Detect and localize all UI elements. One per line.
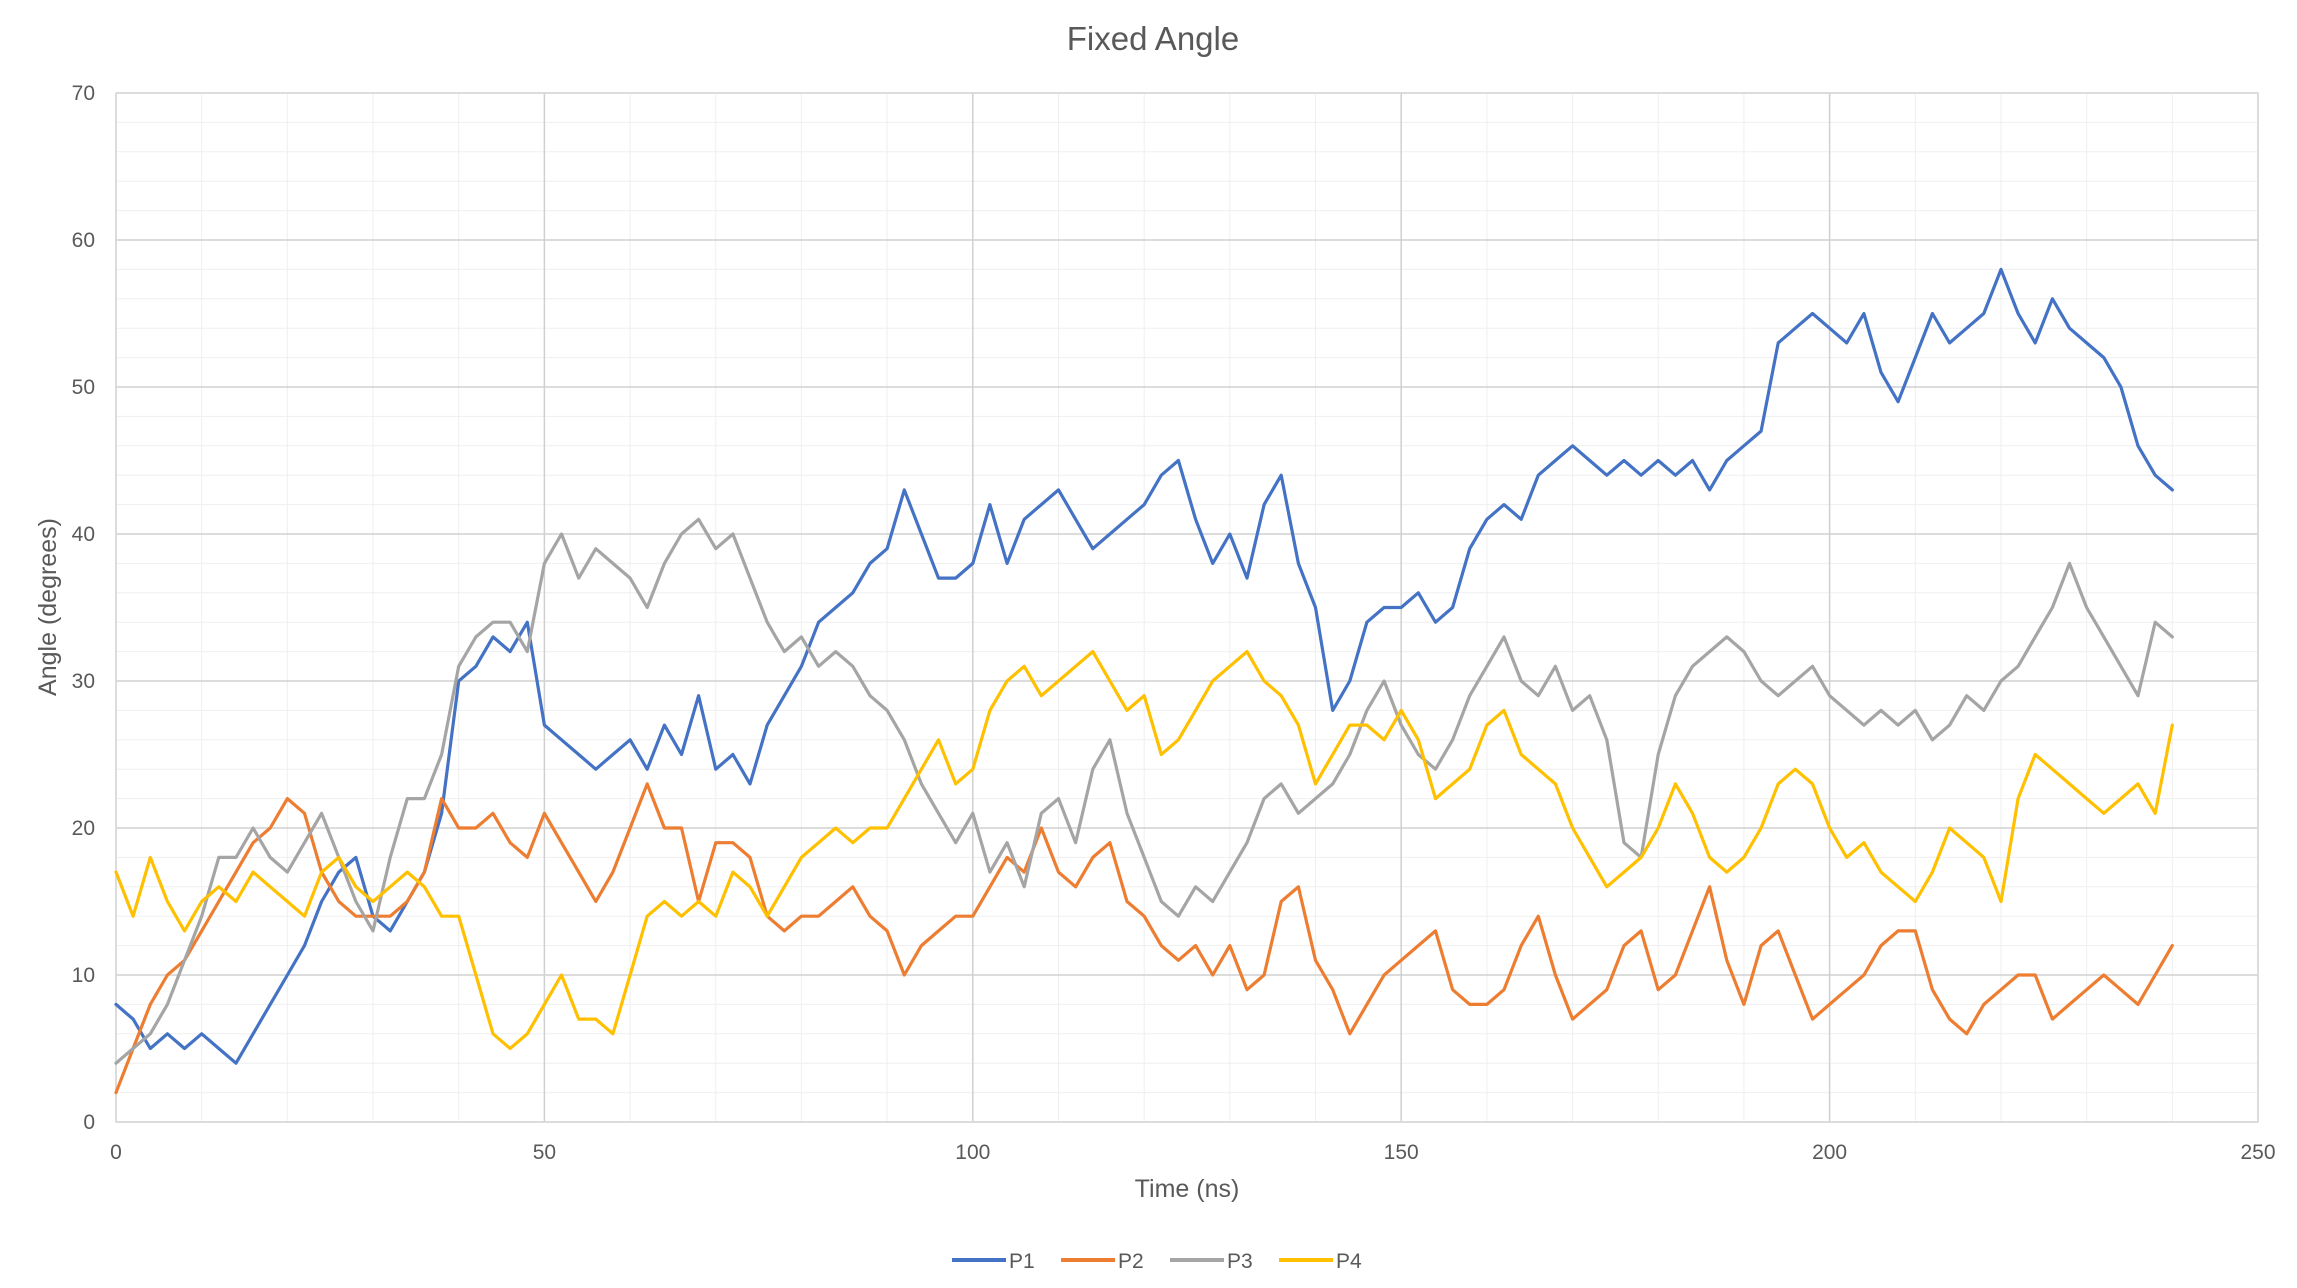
y-axis-label: Angle (degrees) bbox=[34, 518, 62, 696]
x-tick-label: 50 bbox=[533, 1141, 556, 1164]
y-tick-label: 20 bbox=[72, 817, 95, 840]
x-axis-label: Time (ns) bbox=[1135, 1175, 1240, 1203]
x-tick-label: 100 bbox=[955, 1141, 990, 1164]
series-line-p1 bbox=[114, 267, 2174, 1065]
minor-gridlines bbox=[116, 93, 2258, 1122]
x-tick-label: 200 bbox=[1812, 1141, 1847, 1164]
series-lines bbox=[114, 267, 2174, 1095]
chart-title: Fixed Angle bbox=[1067, 20, 1239, 57]
y-tick-label: 30 bbox=[72, 670, 95, 693]
y-tick-label: 40 bbox=[72, 523, 95, 546]
legend-label-p1: P1 bbox=[1009, 1250, 1035, 1273]
y-tick-label: 10 bbox=[72, 964, 95, 987]
y-tick-label: 0 bbox=[83, 1111, 95, 1134]
legend: P1 P2 P3 P4 bbox=[952, 1250, 1362, 1273]
legend-label-p4: P4 bbox=[1336, 1250, 1362, 1273]
y-tick-label: 50 bbox=[72, 376, 95, 399]
y-tick-label: 60 bbox=[72, 229, 95, 252]
series-line-p3 bbox=[114, 517, 2174, 1065]
y-axis-ticks: 0 10 20 30 40 50 60 70 bbox=[72, 82, 95, 1134]
legend-label-p3: P3 bbox=[1227, 1250, 1253, 1273]
series-line-p4 bbox=[114, 650, 2174, 1051]
x-tick-label: 150 bbox=[1384, 1141, 1419, 1164]
x-tick-label: 0 bbox=[110, 1141, 122, 1164]
legend-label-p2: P2 bbox=[1118, 1250, 1144, 1273]
x-axis-ticks: 0 50 100 150 200 250 bbox=[110, 1141, 2275, 1164]
x-tick-label: 250 bbox=[2240, 1141, 2275, 1164]
plot-area-border bbox=[115, 92, 2259, 1123]
y-tick-label: 70 bbox=[72, 82, 95, 105]
series-line-p2 bbox=[114, 782, 2174, 1095]
